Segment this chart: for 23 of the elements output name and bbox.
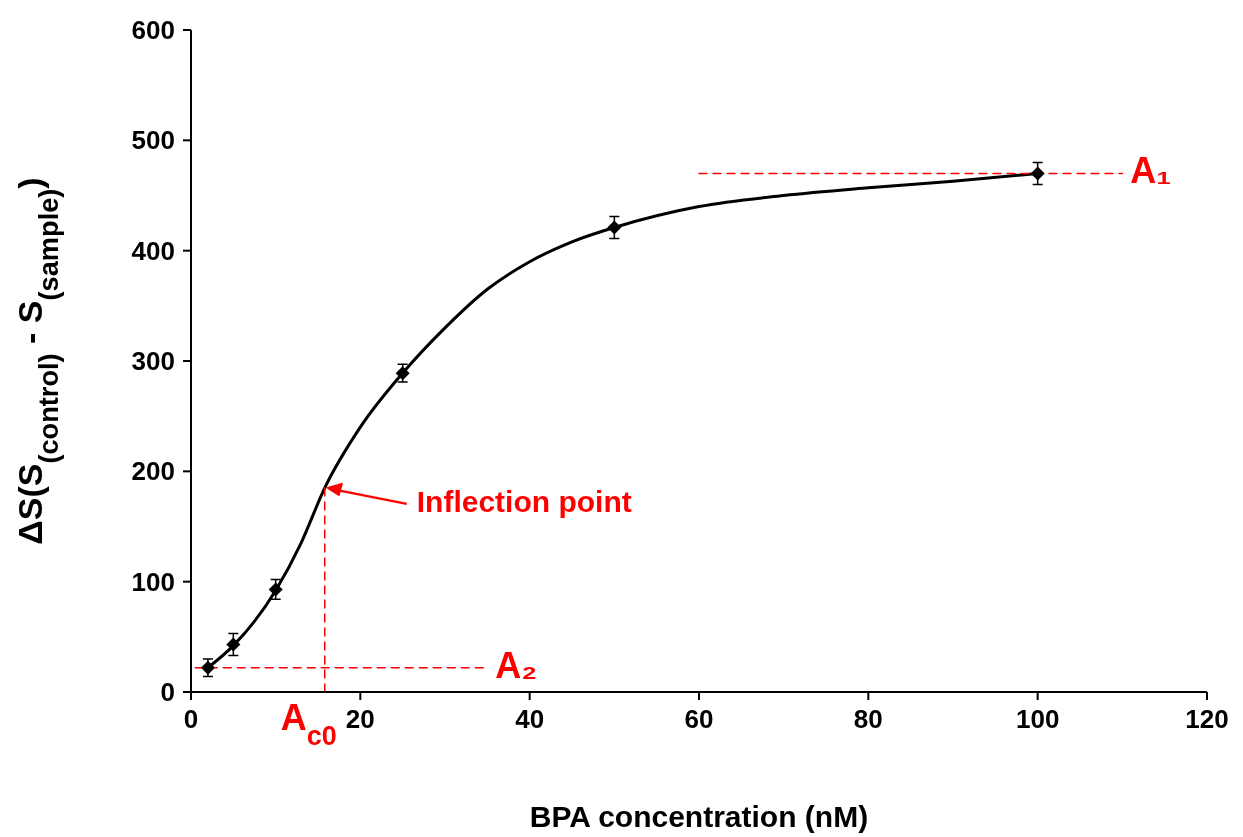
point bbox=[268, 582, 283, 597]
y-tick-label: 500 bbox=[131, 125, 175, 156]
x-tick-label: 80 bbox=[853, 704, 883, 734]
point bbox=[607, 220, 622, 235]
x-tick-label: 100 bbox=[1015, 704, 1060, 734]
y-tick-label: 300 bbox=[131, 346, 175, 377]
annotation: Inflection point bbox=[416, 484, 632, 518]
x-tick-label: 120 bbox=[1185, 704, 1229, 734]
y-tick-label: 400 bbox=[131, 235, 175, 266]
x-axis-title: BPA concentration (nM) bbox=[529, 800, 869, 833]
annotation: A$_{c0}$ bbox=[280, 697, 337, 751]
y-tick-label: 100 bbox=[131, 566, 175, 597]
point bbox=[1030, 166, 1045, 181]
x-tick-label: 20 bbox=[345, 704, 375, 734]
x-tick-label: 60 bbox=[684, 704, 714, 734]
annotation: A₁ bbox=[1130, 150, 1172, 192]
annotation: A₂ bbox=[495, 644, 538, 686]
x-tick-label: 40 bbox=[515, 704, 545, 734]
y-tick-label: 0 bbox=[160, 677, 175, 708]
x-tick-label: 0 bbox=[183, 704, 199, 734]
point bbox=[226, 637, 241, 652]
y-tick-label: 200 bbox=[131, 456, 175, 487]
y-tick-label: 600 bbox=[131, 15, 175, 46]
